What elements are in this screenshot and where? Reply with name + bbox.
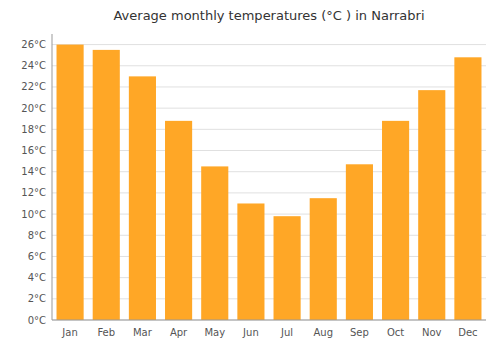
x-tick-label: May <box>204 327 225 338</box>
x-tick-label: Aug <box>313 327 333 338</box>
bar <box>454 57 481 320</box>
x-tick-label: Sep <box>350 327 369 338</box>
y-tick-label: 2°C <box>28 293 46 304</box>
y-tick-label: 14°C <box>21 166 46 177</box>
x-tick-label: Feb <box>97 327 115 338</box>
bar <box>129 76 156 320</box>
grid <box>52 45 486 320</box>
x-tick-label: Mar <box>133 327 153 338</box>
y-tick-label: 16°C <box>21 145 46 156</box>
y-axis-line <box>52 34 53 320</box>
y-tick-label: 20°C <box>21 103 46 114</box>
bar <box>57 45 84 320</box>
y-tick-label: 4°C <box>28 272 46 283</box>
y-tick-label: 22°C <box>21 81 46 92</box>
y-tick-label: 18°C <box>21 124 46 135</box>
bar <box>310 198 337 320</box>
grid-line <box>52 44 486 45</box>
x-axis-line <box>52 320 486 321</box>
y-tick-label: 0°C <box>28 315 46 326</box>
y-tick-label: 10°C <box>21 209 46 220</box>
x-tick-label: Nov <box>422 327 442 338</box>
y-axis: 0°C 2°C 4°C 6°C 8°C 10°C 12°C 14°C 16°C 18°C 20°C 2… <box>21 34 52 326</box>
y-tick-label: 26°C <box>21 39 46 50</box>
bar <box>237 203 264 320</box>
x-tick-label: Jan <box>61 327 77 338</box>
x-tick-label: Jun <box>242 327 259 338</box>
y-tick-label: 6°C <box>28 251 46 262</box>
y-tick-label: 12°C <box>21 187 46 198</box>
bar <box>274 216 301 320</box>
y-tick-label: 8°C <box>28 230 46 241</box>
bar <box>418 90 445 320</box>
bar <box>201 166 228 320</box>
grid-line <box>52 320 486 321</box>
x-tick-label: Apr <box>170 327 188 338</box>
y-tick-label: 24°C <box>21 60 46 71</box>
bar <box>346 164 373 320</box>
bar <box>165 121 192 320</box>
chart: Average monthly temperatures (°C ) in Na… <box>0 0 500 350</box>
x-tick-label: Dec <box>458 327 477 338</box>
x-tick-label: Oct <box>387 327 404 338</box>
bar <box>382 121 409 320</box>
x-axis: Jan Feb Mar Apr May Jun Jul Aug Sep Oct Nov Dec <box>52 320 486 338</box>
bars <box>57 45 482 320</box>
x-tick-label: Jul <box>280 327 293 338</box>
title: Average monthly temperatures (°C ) in Na… <box>113 8 424 23</box>
bar <box>93 50 120 320</box>
